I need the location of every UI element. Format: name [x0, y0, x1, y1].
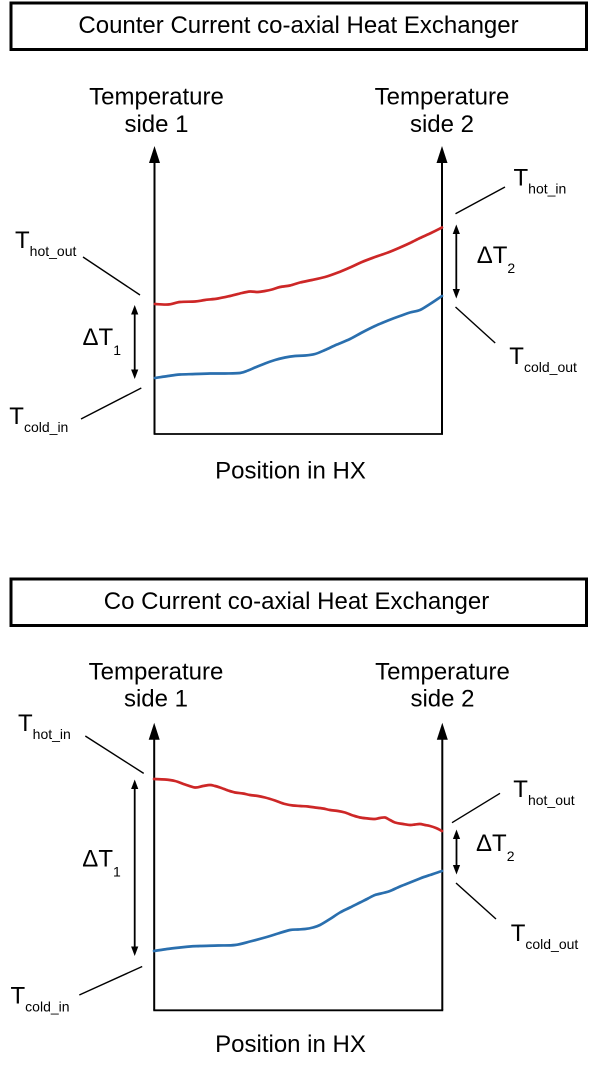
svg-text:Counter Current co-axial Heat: Counter Current co-axial Heat Exchanger — [78, 12, 518, 39]
svg-text:Temperature: Temperature — [375, 84, 510, 111]
svg-text:Temperature: Temperature — [89, 84, 224, 111]
svg-text:Temperature: Temperature — [89, 659, 224, 686]
svg-text:Co Current co-axial Heat Excha: Co Current co-axial Heat Exchanger — [104, 588, 490, 615]
svg-text:side 1: side 1 — [124, 685, 188, 712]
svg-text:Temperature: Temperature — [375, 659, 510, 686]
svg-text:side 1: side 1 — [124, 111, 188, 138]
svg-text:side 2: side 2 — [410, 111, 474, 138]
svg-text:Position in HX: Position in HX — [215, 458, 366, 485]
svg-text:Position in HX: Position in HX — [215, 1031, 366, 1058]
svg-text:side 2: side 2 — [410, 685, 474, 712]
